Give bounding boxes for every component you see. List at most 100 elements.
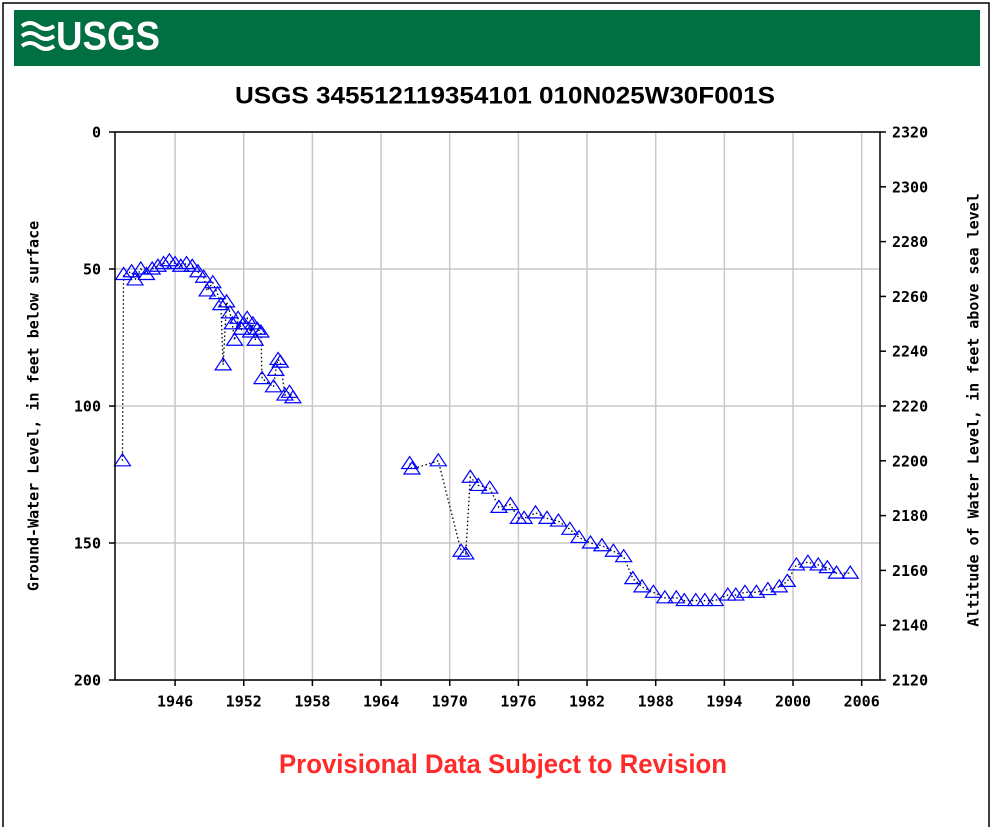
data-point xyxy=(264,378,283,393)
data-point xyxy=(271,354,290,368)
data-point xyxy=(809,556,828,571)
x-tick-label: 2006 xyxy=(844,693,880,711)
y-tick-label: 200 xyxy=(74,672,101,690)
y-tick-label: 50 xyxy=(83,261,101,279)
data-point xyxy=(614,548,633,563)
data-point xyxy=(560,521,580,535)
data-point xyxy=(194,269,213,283)
data-point xyxy=(246,332,265,346)
data-point xyxy=(220,304,240,319)
data-point xyxy=(429,452,448,467)
y2-tick-label: 2220 xyxy=(892,398,928,416)
y2-tick-label: 2320 xyxy=(892,124,928,142)
x-tick-label: 1970 xyxy=(432,693,468,711)
data-point xyxy=(592,537,612,552)
data-point xyxy=(183,258,202,272)
data-point xyxy=(461,469,480,483)
y2-tick-label: 2140 xyxy=(892,617,928,635)
data-point xyxy=(644,584,663,598)
x-tick-label: 2000 xyxy=(775,693,811,711)
data-point xyxy=(798,554,818,568)
data-point xyxy=(208,285,227,300)
data-point xyxy=(266,362,285,376)
data-point xyxy=(251,323,271,338)
data-point xyxy=(452,543,471,557)
x-tick-label: 1964 xyxy=(363,693,399,711)
y2-tick-label: 2260 xyxy=(892,288,928,306)
chart-title: USGS 345512119354101 010N025W30F001S xyxy=(235,82,775,109)
data-point xyxy=(252,370,272,385)
x-tick-label: 1946 xyxy=(157,693,193,711)
data-point xyxy=(203,274,222,289)
y2-tick-label: 2160 xyxy=(892,562,928,580)
y2-tick-label: 2180 xyxy=(892,507,928,525)
data-point xyxy=(526,504,545,519)
data-point xyxy=(747,584,766,598)
data-point xyxy=(211,296,230,311)
y-tick-label: 150 xyxy=(74,535,101,553)
data-point xyxy=(695,592,715,607)
data-point xyxy=(827,565,846,579)
data-point xyxy=(402,460,422,475)
data-point xyxy=(632,578,652,593)
x-tick-label: 1982 xyxy=(569,693,605,711)
data-point xyxy=(480,480,499,494)
data-point xyxy=(581,534,600,549)
x-tick-label: 1976 xyxy=(500,693,536,711)
data-point xyxy=(238,310,257,324)
data-point xyxy=(758,581,777,596)
y2-tick-label: 2280 xyxy=(892,233,928,251)
data-point xyxy=(787,556,806,571)
x-tick-label: 1952 xyxy=(226,693,262,711)
data-point xyxy=(154,255,173,270)
y-tick-label: 0 xyxy=(92,124,101,142)
data-point xyxy=(225,332,244,346)
banner xyxy=(14,10,980,66)
data-point xyxy=(228,310,248,324)
data-point xyxy=(735,584,755,598)
annotation: Provisional Data Subject to Revision xyxy=(279,749,727,779)
data-point xyxy=(818,559,837,574)
data-point xyxy=(113,452,132,467)
y2-axis-label: Altitude of Water Level, in feet above s… xyxy=(965,193,983,626)
data-point xyxy=(778,573,797,587)
data-point xyxy=(114,266,133,281)
data-point xyxy=(537,510,557,524)
data-point xyxy=(197,282,217,297)
x-tick-label: 1988 xyxy=(638,693,674,711)
data-point xyxy=(667,589,686,604)
data-point xyxy=(171,258,190,272)
data-point xyxy=(706,592,725,607)
data-point xyxy=(675,592,694,607)
data-point xyxy=(217,293,236,308)
data-point xyxy=(248,321,267,335)
x-tick-label: 1994 xyxy=(706,693,742,711)
y-axis-label: Ground-Water Level, in feet below surfac… xyxy=(25,221,43,591)
data-point xyxy=(549,512,568,527)
logo-text: USGS xyxy=(56,15,160,59)
marks xyxy=(113,252,860,607)
y-tick-label: 100 xyxy=(74,398,101,416)
data-point xyxy=(655,589,674,604)
plot-border xyxy=(114,131,881,681)
data-point xyxy=(131,260,150,275)
data-point xyxy=(569,529,589,544)
data-point xyxy=(623,570,642,585)
data-point xyxy=(188,263,208,278)
data-point xyxy=(275,386,295,401)
data-point xyxy=(489,499,509,513)
data-point xyxy=(456,545,475,560)
logo-waves xyxy=(20,21,56,51)
y2-tick-label: 2120 xyxy=(892,672,928,690)
y2-tick-label: 2300 xyxy=(892,178,928,196)
data-line xyxy=(409,459,851,602)
y2-tick-label: 2240 xyxy=(892,343,928,361)
y2-tick-label: 2200 xyxy=(892,452,928,470)
data-point xyxy=(501,496,520,511)
data-point xyxy=(283,389,303,404)
data-point xyxy=(841,565,860,579)
data-point xyxy=(400,455,419,470)
data-point xyxy=(469,477,488,492)
